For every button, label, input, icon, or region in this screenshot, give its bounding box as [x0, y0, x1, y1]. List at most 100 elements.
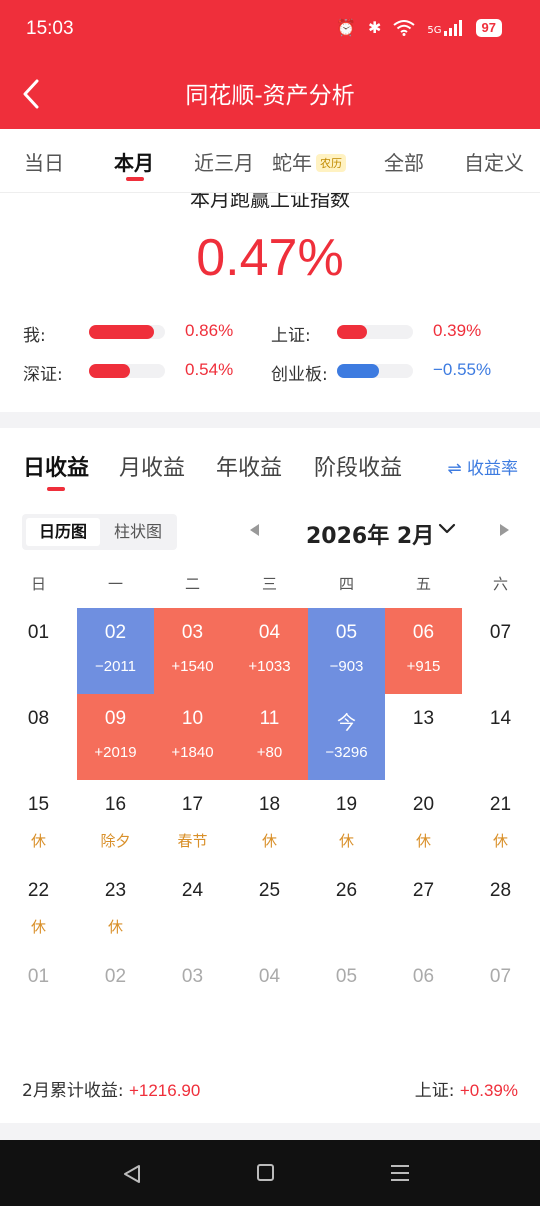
calendar-view-button[interactable]: 日历图 [26, 518, 100, 546]
day-number: 23 [104, 880, 127, 901]
tab-custom[interactable]: 自定义 [464, 151, 524, 175]
calendar-day[interactable]: 03 +1540 [154, 608, 231, 694]
comparison-label: 深证: [23, 365, 63, 385]
calendar-day[interactable]: 23 休 [77, 866, 154, 952]
tab-active-indicator [126, 177, 144, 181]
tab-yearly-returns[interactable]: 年收益 [216, 456, 283, 481]
comparison-value: 0.39% [433, 321, 482, 340]
next-month-button[interactable] [500, 524, 509, 536]
day-number: 03 [181, 966, 204, 987]
calendar-day[interactable]: 13 [385, 694, 462, 780]
calendar-day[interactable]: 14 [462, 694, 539, 780]
wifi-icon [393, 19, 416, 36]
comparison-label: 上证: [271, 326, 311, 346]
day-number: 05 [335, 622, 358, 643]
calendar-day[interactable]: 19 休 [308, 780, 385, 866]
comparison-value: 0.54% [185, 360, 234, 379]
calendar-day[interactable]: 07 [462, 952, 539, 1038]
back-button[interactable] [22, 76, 52, 112]
system-nav-bar [0, 1140, 540, 1206]
calendar-day[interactable]: 18 休 [231, 780, 308, 866]
bar-chart-view-button[interactable]: 柱状图 [113, 522, 162, 541]
calendar-day[interactable]: 24 [154, 866, 231, 952]
day-number: 25 [258, 880, 281, 901]
comparison-value: 0.86% [185, 321, 234, 340]
calendar-day[interactable]: 11 +80 [231, 694, 308, 780]
calendar-day[interactable]: 15 休 [0, 780, 77, 866]
calendar-day[interactable]: 17 春节 [154, 780, 231, 866]
system-home-icon[interactable] [257, 1164, 274, 1181]
holiday-label: 休 [338, 832, 354, 850]
day-number: 14 [489, 708, 512, 729]
tab-snake-year[interactable]: 蛇年 农历 [272, 147, 346, 176]
holiday-label: 休 [261, 832, 277, 850]
app-header: 15:03 ⏰ ✱ 5G 97 同花顺-资产分析 [0, 0, 540, 129]
range-tabs: 当日 本月 近三月 蛇年 农历 全部 自定义 [0, 129, 540, 193]
day-profit: +1540 [171, 658, 214, 675]
calendar-day[interactable]: 26 [308, 866, 385, 952]
tab-three-months[interactable]: 近三月 [194, 151, 254, 175]
index-return-value: +0.39% [459, 1081, 518, 1100]
calendar-day[interactable]: 28 [462, 866, 539, 952]
day-number: 07 [489, 966, 512, 987]
return-rate-link[interactable]: ⇌ 收益率 [447, 459, 518, 479]
calendar-day[interactable]: 22 休 [0, 866, 77, 952]
calendar-day[interactable]: 27 [385, 866, 462, 952]
calendar-day[interactable]: 08 [0, 694, 77, 780]
calendar-day[interactable]: 05 −903 [308, 608, 385, 694]
system-back-icon[interactable] [122, 1164, 142, 1184]
weekday-header: 日一二三四五六 [0, 573, 540, 593]
calendar-day[interactable]: 21 休 [462, 780, 539, 866]
calendar-day[interactable]: 03 [154, 952, 231, 1038]
system-menu-icon[interactable] [390, 1164, 410, 1182]
tab-this-month[interactable]: 本月 [114, 151, 154, 175]
tab-snake-year-label: 蛇年 [272, 151, 312, 175]
tab-daily-returns[interactable]: 日收益 [23, 456, 90, 481]
weekday-label: 二 [184, 575, 200, 593]
day-number: 24 [181, 880, 204, 901]
holiday-label: 休 [30, 918, 46, 936]
calendar-day[interactable]: 09 +2019 [77, 694, 154, 780]
tab-monthly-returns[interactable]: 月收益 [119, 456, 186, 481]
calendar-day[interactable]: 10 +1840 [154, 694, 231, 780]
comparison-label: 我: [23, 326, 46, 346]
calendar-day[interactable]: 06 [385, 952, 462, 1038]
comparison-bar [89, 364, 165, 378]
calendar-day[interactable]: 02 [77, 952, 154, 1038]
day-profit: −2011 [94, 658, 136, 675]
calendar-day[interactable]: 06 +915 [385, 608, 462, 694]
day-number: 04 [258, 622, 281, 643]
calendar-day[interactable]: 16 除夕 [77, 780, 154, 866]
day-number: 05 [335, 966, 358, 987]
calendar-day[interactable]: 04 +1033 [231, 608, 308, 694]
tab-today[interactable]: 当日 [24, 151, 64, 175]
calendar-day[interactable]: 01 [0, 952, 77, 1038]
day-number: 01 [27, 622, 50, 643]
signal-icon: 5G [427, 19, 463, 36]
holiday-label: 休 [492, 832, 508, 850]
month-label[interactable]: 2026年 2月 [306, 524, 435, 549]
weekday-label: 日 [30, 575, 46, 593]
prev-month-button[interactable] [250, 524, 259, 536]
chevron-down-icon[interactable] [438, 523, 456, 535]
day-number: 18 [258, 794, 281, 815]
tab-all[interactable]: 全部 [384, 151, 424, 175]
calendar-day[interactable]: 05 [308, 952, 385, 1038]
calendar-day[interactable]: 25 [231, 866, 308, 952]
signal-bars-icon [443, 19, 462, 36]
calendar-day[interactable]: 20 休 [385, 780, 462, 866]
calendar-day[interactable]: 02 −2011 [77, 608, 154, 694]
tab-period-returns[interactable]: 阶段收益 [314, 456, 403, 481]
day-number: 17 [181, 794, 204, 815]
calendar-day[interactable]: 04 [231, 952, 308, 1038]
calendar-day[interactable]: 01 [0, 608, 77, 694]
comparison-bar-fill [337, 364, 379, 378]
view-toggle: 日历图 柱状图 [22, 514, 177, 550]
calendar-day[interactable]: 今 −3296 [308, 694, 385, 780]
day-profit: +915 [406, 658, 441, 675]
calendar-day[interactable]: 07 [462, 608, 539, 694]
chevron-left-icon [23, 79, 39, 109]
holiday-label: 除夕 [100, 832, 131, 850]
summary-value: 0.47% [196, 229, 344, 287]
comparison-bar-fill [89, 325, 154, 339]
